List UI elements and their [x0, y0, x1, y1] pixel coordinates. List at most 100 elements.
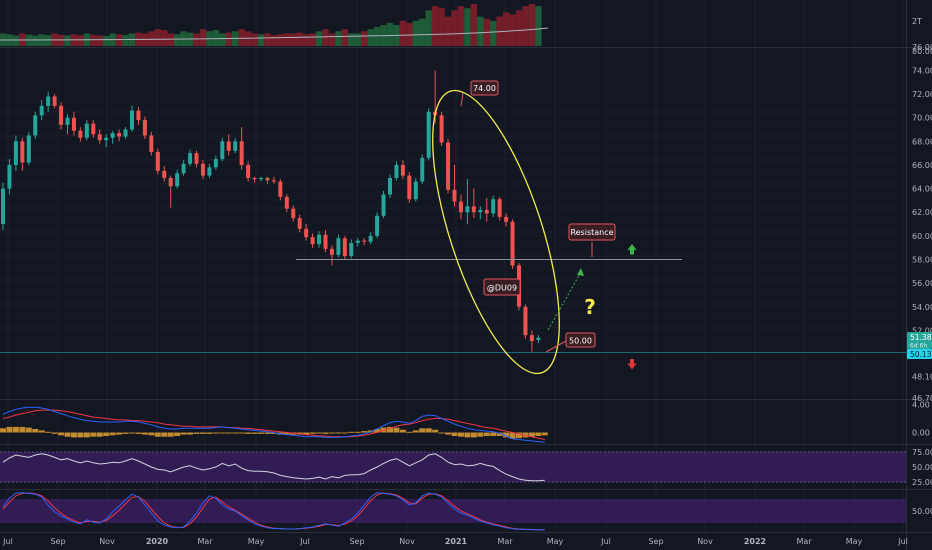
candle-body: [504, 216, 509, 222]
price-tick-label: 64.00: [912, 185, 932, 194]
macd-histogram-bar: [348, 431, 355, 433]
macd-histogram-bar: [116, 432, 123, 435]
volume-bar: [96, 35, 103, 46]
volume-bar: [193, 33, 200, 46]
candle-body: [491, 199, 496, 214]
candle-body: [310, 237, 315, 245]
candle-body: [349, 242, 354, 256]
volume-bar: [115, 34, 123, 46]
candle-body: [375, 215, 380, 236]
time-tick-label: 2020: [146, 537, 169, 546]
time-tick-label: Mar: [497, 537, 513, 546]
rsi-tick-label: 50.00: [912, 463, 932, 472]
macd-histogram-bar: [335, 432, 342, 434]
candle-body: [65, 117, 70, 125]
candle-body: [71, 117, 76, 131]
macd-histogram-bar: [206, 432, 213, 434]
time-tick-label: Mar: [197, 537, 213, 546]
macd-pane: [0, 406, 548, 443]
stoch-k-line: [2, 492, 545, 531]
candle-body: [39, 105, 44, 116]
resistance-label: Resistance: [570, 228, 613, 237]
volume-bar: [32, 35, 39, 46]
volume-bar: [528, 4, 536, 46]
price-tick-label: 58.00: [912, 256, 932, 265]
volume-bar: [309, 33, 316, 46]
highlight-ellipse[interactable]: [407, 77, 586, 387]
macd-line: [2, 406, 545, 443]
macd-tick-label: 0.00: [912, 429, 930, 438]
macd-histogram-bar: [187, 432, 194, 435]
volume-bar: [406, 22, 413, 46]
author-label: @DU09: [487, 284, 517, 293]
arrow-up-icon: [627, 244, 637, 255]
price-tick-label: 74.00: [912, 66, 932, 75]
time-tick-label: Mar: [796, 537, 812, 546]
candle-body: [446, 142, 451, 190]
candle-body: [484, 209, 489, 214]
volume-bar: [12, 35, 20, 46]
candle-body: [142, 120, 147, 136]
macd-histogram-bar: [541, 432, 548, 436]
candle-body: [510, 221, 515, 266]
macd-histogram-bar: [32, 429, 39, 433]
macd-histogram-bar: [90, 432, 97, 437]
candle-body: [284, 196, 289, 209]
candle-body: [226, 141, 231, 151]
support-price-badge[interactable]: 50.13: [907, 349, 932, 359]
current-price-badge[interactable]: 51.38 6d 6h: [907, 332, 932, 350]
candle-body: [458, 201, 463, 213]
macd-histogram-bar: [238, 432, 245, 434]
volume-bar: [322, 29, 329, 46]
price-axis[interactable]: 2T 80.0076.00 74.00 72.00 70.00 68.00 66.00 64…: [912, 17, 932, 516]
volume-bar: [290, 33, 297, 46]
volume-bar: [77, 35, 84, 46]
candle-body: [271, 180, 276, 182]
macd-histogram-bar: [251, 432, 258, 434]
candle-body: [407, 175, 412, 200]
volume-bar: [238, 29, 245, 46]
macd-histogram-bar: [354, 431, 361, 433]
volume-bar: [490, 20, 497, 46]
macd-histogram-bar: [12, 426, 19, 433]
time-tick-label: Jul: [897, 537, 908, 546]
candle-body: [336, 238, 341, 255]
low-callout[interactable]: 50.00: [545, 332, 596, 353]
price-tick-label: 66.00: [912, 161, 932, 170]
candle-body: [478, 209, 483, 213]
volume-bar: [44, 35, 52, 46]
price-tick-label: 72.00: [912, 90, 932, 99]
candle-body: [465, 206, 470, 213]
macd-histogram-bar: [425, 428, 432, 433]
macd-histogram-bar: [193, 432, 200, 434]
macd-histogram-bar: [322, 432, 329, 434]
volume-bar: [412, 20, 419, 46]
candle-body: [342, 238, 347, 256]
macd-histogram-bar: [477, 432, 484, 437]
candle-body: [26, 135, 31, 163]
volume-bar: [451, 10, 458, 47]
volume-moving-average-line: [0, 27, 549, 41]
high-callout[interactable]: 74.00: [460, 80, 499, 107]
resistance-callout[interactable]: Resistance: [568, 223, 616, 257]
volume-bar: [167, 33, 174, 46]
volume-bar: [373, 27, 381, 46]
candle-body: [117, 133, 122, 137]
macd-histogram-bar: [503, 432, 510, 438]
volume-bar: [277, 34, 284, 46]
candle-countdown: 6d 6h: [910, 343, 927, 350]
volume-bar: [502, 12, 510, 46]
rsi-band: [0, 452, 906, 482]
volume-bar: [251, 33, 258, 46]
volume-bar: [509, 14, 516, 46]
macd-histogram-bar: [199, 432, 206, 434]
time-axis[interactable]: Jul Sep Nov 2020 Mar May Jul Sep Nov 2021 Mar May Ju…: [2, 537, 908, 546]
author-callout[interactable]: @DU09: [483, 278, 521, 296]
rsi-line: [2, 453, 545, 482]
candle-body: [162, 170, 167, 178]
macd-histogram-bar: [464, 432, 471, 438]
macd-histogram-bar: [45, 431, 52, 433]
grid-lines: [0, 0, 906, 532]
